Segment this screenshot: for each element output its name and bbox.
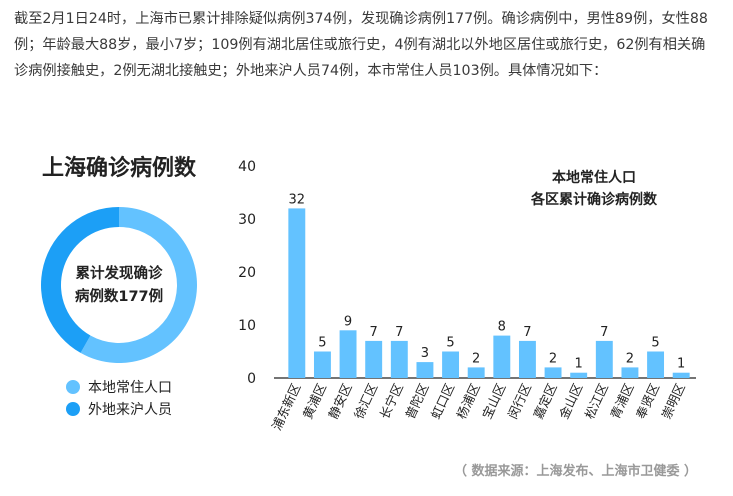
y-tick-label: 30	[238, 212, 256, 228]
bar-0	[288, 208, 306, 378]
bar-value-label: 5	[318, 336, 326, 351]
bar-value-label: 3	[421, 346, 429, 361]
bar-14	[647, 351, 665, 378]
y-tick-label: 0	[247, 371, 256, 387]
chart-panel: 上海确诊病例数 累计发现确诊 病例数177例 本地常住人口 外地来沪人员 0 10…	[24, 140, 714, 440]
donut-chart: 累计发现确诊 病例数177例	[41, 207, 198, 363]
y-tick-label: 40	[238, 159, 256, 175]
bar-6	[442, 351, 460, 378]
bar-5	[416, 362, 434, 378]
bar-value-label: 7	[600, 325, 608, 340]
bar-value-label: 5	[651, 336, 659, 351]
data-source-note: （ 数据来源：上海发布、上海市卫健委 ）	[453, 464, 697, 479]
donut-legend: 本地常住人口 外地来沪人员	[66, 376, 172, 420]
bar-2	[339, 330, 357, 378]
legend-item-visitor: 外地来沪人员	[66, 398, 172, 420]
y-tick-label: 20	[238, 265, 256, 281]
donut-slice-visitor	[41, 207, 119, 353]
bar-value-label: 7	[523, 325, 531, 340]
bar-13	[621, 367, 639, 378]
bar-9	[518, 340, 536, 378]
bar-4	[390, 340, 408, 378]
bar-value-label: 7	[395, 325, 403, 340]
bar-12	[595, 340, 613, 378]
x-tick-label: 浦东新区	[269, 381, 304, 433]
x-tick-label: 崇明区	[658, 381, 687, 421]
legend-item-local: 本地常住人口	[66, 376, 172, 398]
bar-7	[467, 367, 485, 378]
donut-center-label-line2: 病例数177例	[75, 287, 163, 305]
bar-8	[493, 335, 511, 378]
bar-1	[313, 351, 331, 378]
legend-dot-local	[66, 380, 80, 394]
bar-10	[544, 367, 562, 378]
bar-chart-title-line1: 本地常住人口	[552, 169, 636, 186]
bar-value-label: 1	[677, 357, 685, 372]
donut-center-label-line1: 累计发现确诊	[76, 264, 163, 282]
bar-value-label: 2	[626, 351, 634, 366]
bar-15	[672, 372, 690, 378]
donut-chart-title: 上海确诊病例数	[41, 156, 196, 181]
donut-slice-local	[80, 207, 198, 363]
legend-label-local: 本地常住人口	[88, 380, 172, 396]
bar-value-label: 2	[472, 351, 480, 366]
y-tick-label: 10	[238, 318, 256, 334]
bar-value-label: 8	[498, 320, 506, 335]
bar-chart-title-line2: 各区累计确诊病例数	[530, 191, 658, 208]
bar-value-label: 9	[344, 314, 352, 329]
bar-value-label: 7	[370, 325, 378, 340]
bar-11	[570, 372, 588, 378]
bar-value-label: 2	[549, 351, 557, 366]
legend-label-visitor: 外地来沪人员	[88, 402, 172, 418]
bar-3	[365, 340, 383, 378]
legend-dot-visitor	[66, 402, 80, 416]
bar-value-label: 5	[446, 336, 454, 351]
bar-value-label: 1	[575, 357, 583, 372]
bar-value-label: 32	[289, 192, 306, 207]
intro-paragraph: 截至2月1日24时，上海市已累计排除疑似病例374例，发现确诊病例177例。确诊…	[14, 11, 708, 79]
